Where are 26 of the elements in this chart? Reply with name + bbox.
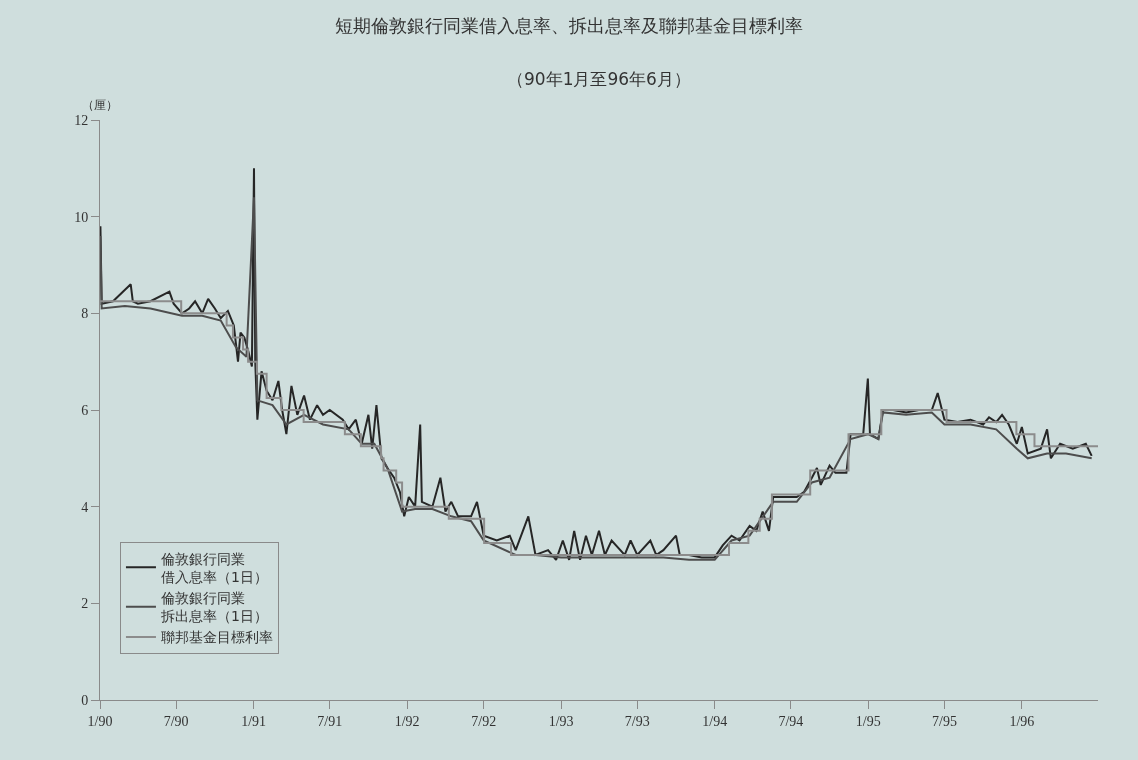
y-tick-label: 12 — [74, 112, 89, 128]
x-tick-label: 7/94 — [778, 713, 804, 729]
y-tick-label: 4 — [81, 499, 89, 515]
legend-label: 倫敦銀行同業拆出息率（1日） — [159, 590, 268, 625]
chart-subtitle: （90年1月至96年6月） — [507, 69, 691, 89]
legend-label: 聯邦基金目標利率 — [160, 629, 273, 646]
y-tick-label: 10 — [74, 209, 89, 225]
x-tick-label: 7/93 — [624, 713, 650, 729]
x-tick-label: 7/95 — [931, 713, 957, 729]
x-tick-label: 7/91 — [317, 713, 343, 729]
x-tick-label: 7/90 — [163, 713, 189, 729]
x-tick-label: 1/96 — [1009, 713, 1035, 729]
y-tick-label: 2 — [81, 596, 89, 612]
x-tick-label: 1/90 — [87, 713, 113, 729]
x-tick-label: 1/93 — [548, 713, 574, 729]
chart-title: 短期倫敦銀行同業借入息率、拆出息率及聯邦基金目標利率 — [335, 14, 803, 36]
x-tick-label: 1/91 — [241, 713, 267, 729]
y-tick-label: 8 — [81, 306, 89, 322]
legend-label: 倫敦銀行同業借入息率（1日） — [159, 550, 268, 585]
x-tick-label: 1/95 — [855, 713, 881, 729]
x-tick-label: 7/92 — [471, 713, 497, 729]
y-tick-label: 6 — [81, 402, 89, 418]
x-tick-label: 1/92 — [394, 713, 420, 729]
y-tick-label: 0 — [81, 692, 89, 708]
x-tick-label: 1/94 — [702, 713, 728, 729]
y-axis-title: （厘） — [82, 98, 118, 112]
